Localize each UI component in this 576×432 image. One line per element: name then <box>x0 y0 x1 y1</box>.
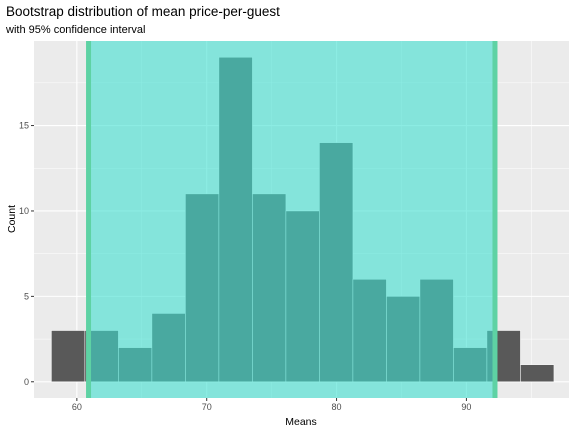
y-axis-label: Count <box>6 205 18 233</box>
x-tick-label: 70 <box>202 402 212 412</box>
confidence-interval-band <box>88 41 495 398</box>
histogram-bar <box>520 364 555 383</box>
histogram-bar <box>51 330 86 383</box>
y-tick-label: 15 <box>19 121 29 131</box>
y-tick-label: 5 <box>24 291 29 301</box>
x-tick-label: 60 <box>72 402 82 412</box>
x-axis-ticks: 60 70 80 90 <box>72 398 471 412</box>
y-axis-ticks: 0 5 10 15 <box>19 121 34 387</box>
x-tick-label: 80 <box>332 402 342 412</box>
y-tick-label: 10 <box>19 206 29 216</box>
y-tick-label: 0 <box>24 377 29 387</box>
chart-subtitle: with 95% confidence interval <box>6 24 146 36</box>
chart-title: Bootstrap distribution of mean price-per… <box>6 4 280 19</box>
x-tick-label: 90 <box>461 402 471 412</box>
x-axis-label: Means <box>285 416 317 428</box>
